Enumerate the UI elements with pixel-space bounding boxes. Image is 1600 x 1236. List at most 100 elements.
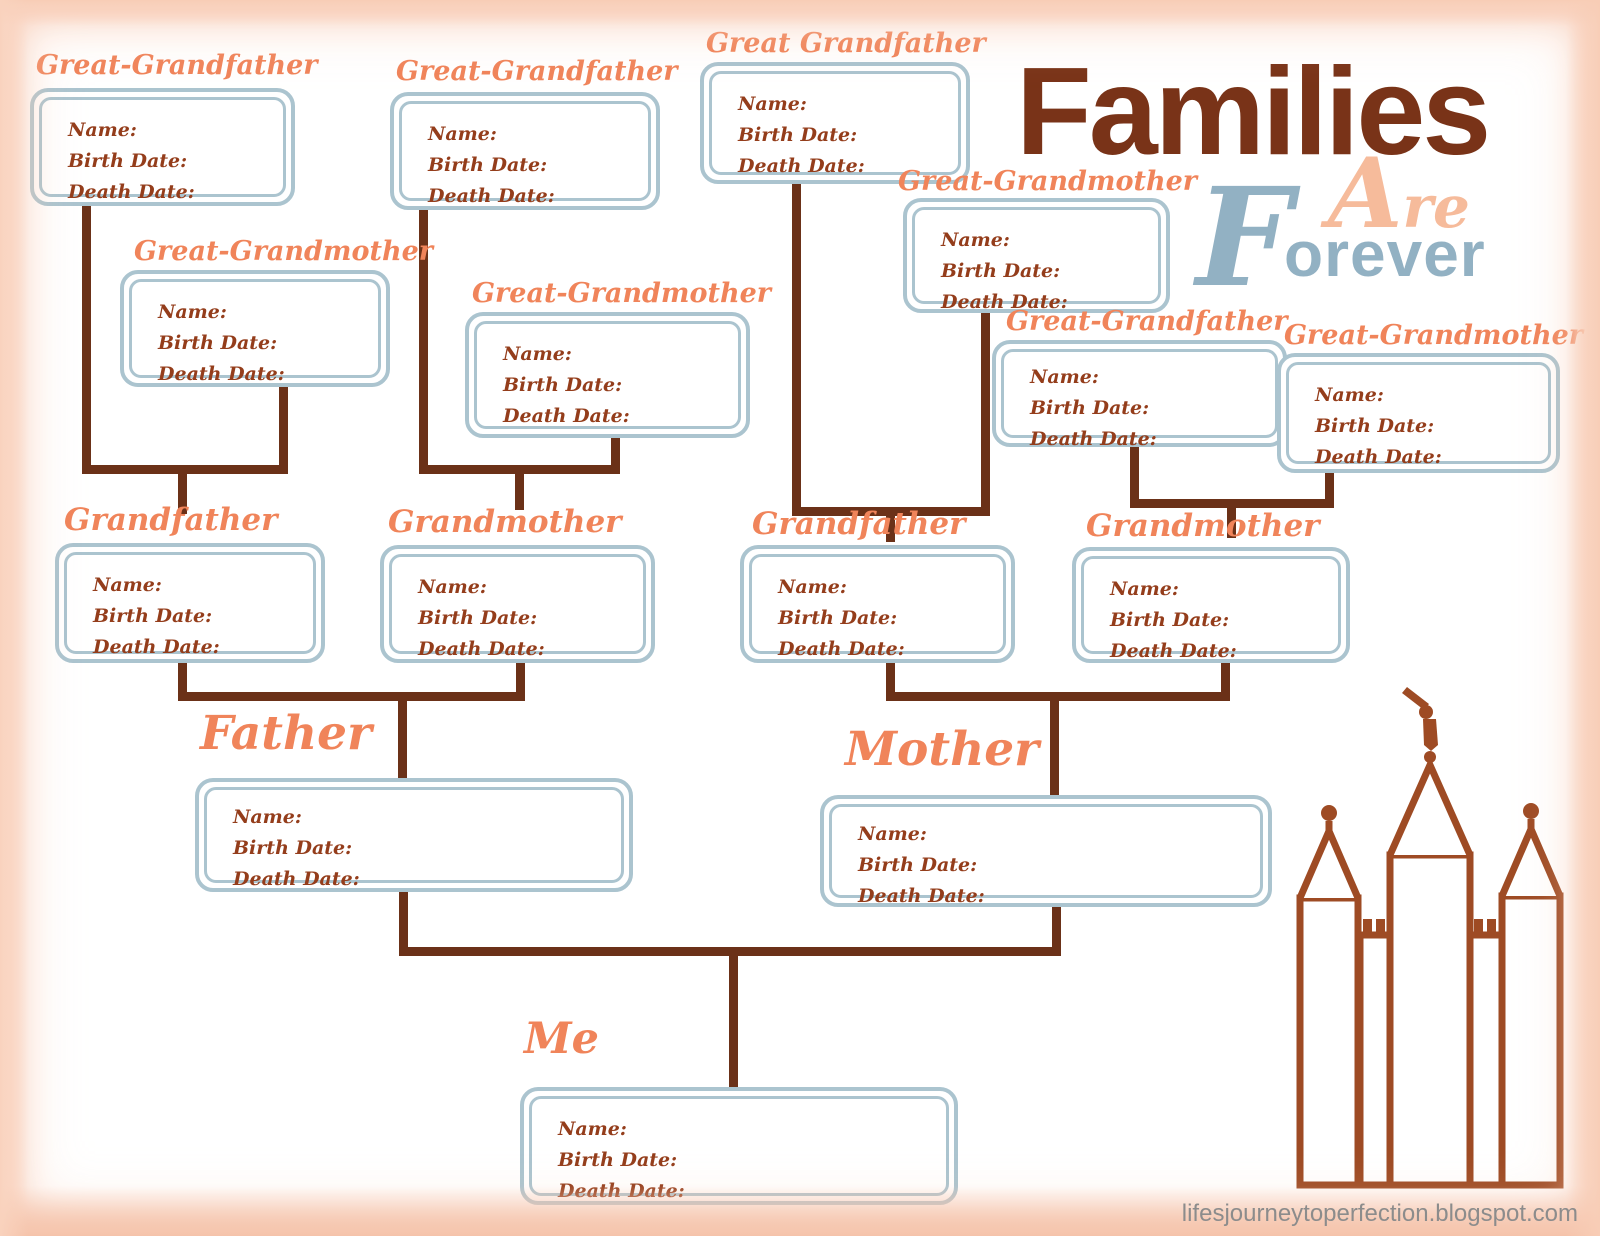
title-families: Families	[1016, 43, 1491, 181]
pedigree-box: Name: Birth Date: Death Date:	[992, 340, 1287, 450]
name-field-label: Name:	[503, 343, 572, 365]
border-edge-top	[0, 0, 1600, 26]
node-label: Great-Grandfather	[1006, 306, 1288, 337]
node-label: Grandfather	[752, 506, 966, 542]
connector-line	[419, 465, 620, 474]
pedigree-box: Name: Birth Date: Death Date:	[520, 1087, 958, 1205]
pedigree-box-inner: Name: Birth Date: Death Date:	[749, 554, 1006, 660]
pedigree-box: Name: Birth Date: Death Date:	[465, 312, 750, 438]
death-date-field-label: Death Date:	[558, 1179, 685, 1202]
death-date-field-label: Death Date:	[428, 184, 555, 207]
pedigree-box: Name: Birth Date: Death Date:	[740, 545, 1015, 663]
connector-line	[515, 474, 524, 510]
pedigree-box: Name: Birth Date: Death Date:	[195, 778, 633, 892]
connector-line	[419, 208, 428, 474]
pedigree-box-inner: Name: Birth Date: Death Date:	[1001, 349, 1278, 450]
pedigree-box-inner: Name: Birth Date: Death Date:	[389, 554, 646, 660]
birth-date-field-label: Birth Date:	[428, 153, 548, 176]
pedigree-box: Name: Birth Date: Death Date:	[380, 545, 655, 663]
birth-date-field-label: Birth Date:	[503, 373, 623, 396]
connector-line	[792, 182, 801, 516]
pedigree-box-inner: Name: Birth Date: Death Date:	[1286, 362, 1551, 468]
connector-line	[1130, 499, 1334, 508]
temple-right-tower	[1498, 892, 1564, 1189]
pedigree-box: Name: Birth Date: Death Date:	[30, 88, 295, 206]
node-label: Great Grandfather	[706, 28, 986, 59]
name-field-label: Name:	[428, 123, 497, 145]
connector-line	[399, 947, 1061, 956]
temple-left-finial	[1321, 805, 1337, 821]
angel-moroni-figure	[1321, 687, 1539, 821]
death-date-field-label: Death Date:	[778, 637, 905, 660]
connector-line	[886, 516, 895, 542]
name-field-label: Name:	[68, 119, 137, 141]
connector-line	[178, 474, 187, 514]
birth-date-field-label: Birth Date:	[68, 149, 188, 172]
temple-right-finial	[1523, 803, 1539, 819]
node-label: Great-Grandmother	[472, 278, 772, 309]
node-label: Grandfather	[64, 502, 278, 538]
pedigree-box: Name: Birth Date: Death Date:	[903, 198, 1170, 313]
pedigree-box-inner: Name: Birth Date: Death Date:	[64, 552, 316, 658]
temple-center-tower	[1386, 851, 1474, 1189]
name-field-label: Name:	[1315, 384, 1384, 406]
connector-line	[611, 436, 620, 474]
connector-line	[399, 890, 408, 956]
title-are: Are	[1328, 146, 1470, 242]
pedigree-box-inner: Name: Birth Date: Death Date:	[129, 279, 381, 385]
pedigree-box: Name: Birth Date: Death Date:	[1072, 547, 1350, 663]
death-date-field-label: Death Date:	[68, 180, 195, 203]
temple-crenellation	[1376, 919, 1385, 935]
node-label: Father	[200, 706, 372, 761]
pedigree-box-inner: Name: Birth Date: Death Date:	[399, 101, 651, 207]
trumpet	[1402, 687, 1429, 710]
death-date-field-label: Death Date:	[1110, 639, 1237, 662]
pedigree-box-inner: Name: Birth Date: Death Date:	[1081, 556, 1341, 662]
name-field-label: Name:	[233, 806, 302, 828]
node-label: Me	[524, 1014, 599, 1064]
name-field-label: Name:	[778, 576, 847, 598]
connector-line	[398, 701, 407, 778]
node-label: Great-Grandmother	[898, 166, 1198, 197]
connector-line	[1227, 508, 1236, 538]
death-date-field-label: Death Date:	[1315, 445, 1442, 468]
temple-right-spire	[1498, 820, 1564, 898]
birth-date-field-label: Birth Date:	[1110, 608, 1230, 631]
death-date-field-label: Death Date:	[738, 154, 865, 177]
birth-date-field-label: Birth Date:	[941, 259, 1061, 282]
temple-left-tower	[1296, 894, 1362, 1189]
birth-date-field-label: Birth Date:	[558, 1148, 678, 1171]
pedigree-box: Name: Birth Date: Death Date:	[390, 92, 660, 210]
temple-left-wall	[1356, 931, 1394, 1189]
pedigree-box-inner: Name: Birth Date: Death Date:	[204, 787, 624, 890]
title-are-initial: A	[1328, 137, 1403, 250]
pedigree-box-inner: Name: Birth Date: Death Date:	[474, 321, 741, 429]
temple-center-spire	[1386, 756, 1474, 857]
birth-date-field-label: Birth Date:	[778, 606, 898, 629]
name-field-label: Name:	[158, 301, 227, 323]
name-field-label: Name:	[558, 1118, 627, 1140]
connector-line	[792, 507, 990, 516]
connector-line	[1325, 471, 1334, 508]
temple-illustration	[1296, 687, 1564, 1189]
death-date-field-label: Death Date:	[941, 290, 1068, 313]
birth-date-field-label: Birth Date:	[418, 606, 538, 629]
connector-line	[1052, 905, 1061, 956]
death-date-field-label: Death Date:	[503, 404, 630, 427]
pedigree-box: Name: Birth Date: Death Date:	[700, 62, 970, 184]
connector-line	[279, 385, 288, 474]
connector-line	[1130, 445, 1139, 508]
name-field-label: Name:	[1110, 578, 1179, 600]
temple-crenellation	[1363, 919, 1372, 935]
title-forever-initial: F	[1196, 158, 1293, 318]
pedigree-box-inner: Name: Birth Date: Death Date:	[709, 71, 961, 177]
name-field-label: Name:	[418, 576, 487, 598]
node-label: Great-Grandfather	[396, 56, 678, 87]
birth-date-field-label: Birth Date:	[1030, 396, 1150, 419]
temple-crenellation	[1474, 919, 1483, 935]
death-date-field-label: Death Date:	[858, 884, 985, 907]
node-label: Grandmother	[1086, 508, 1320, 544]
title-forever-rest: orever	[1284, 218, 1486, 290]
border-edge-left	[0, 0, 28, 1236]
birth-date-field-label: Birth Date:	[858, 853, 978, 876]
